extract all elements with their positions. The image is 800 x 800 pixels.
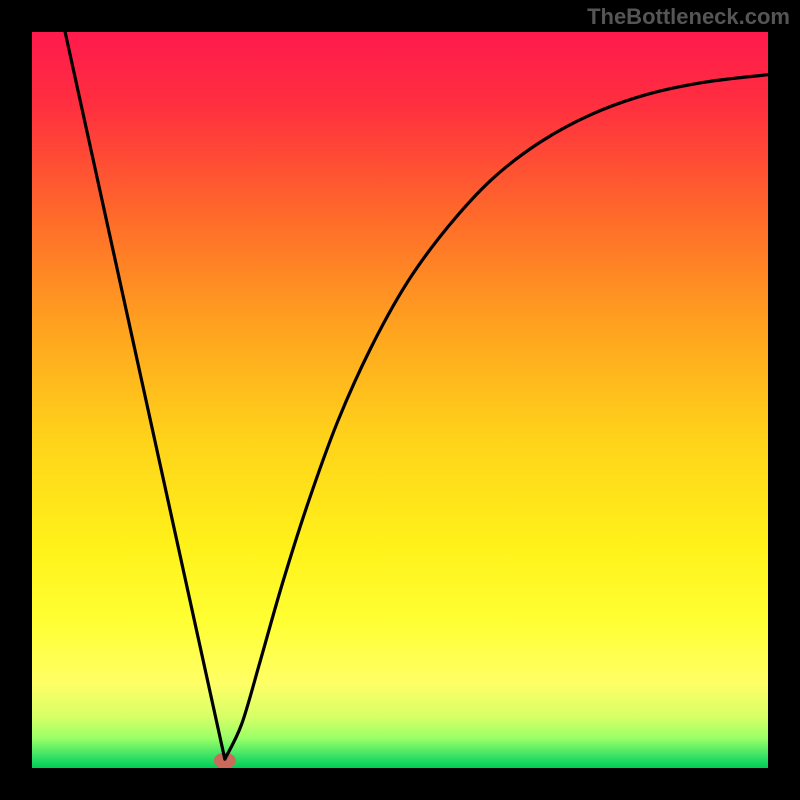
watermark-label: TheBottleneck.com	[587, 4, 790, 30]
plot-area	[32, 32, 768, 768]
gradient-background	[32, 32, 768, 768]
chart-frame: TheBottleneck.com	[0, 0, 800, 800]
